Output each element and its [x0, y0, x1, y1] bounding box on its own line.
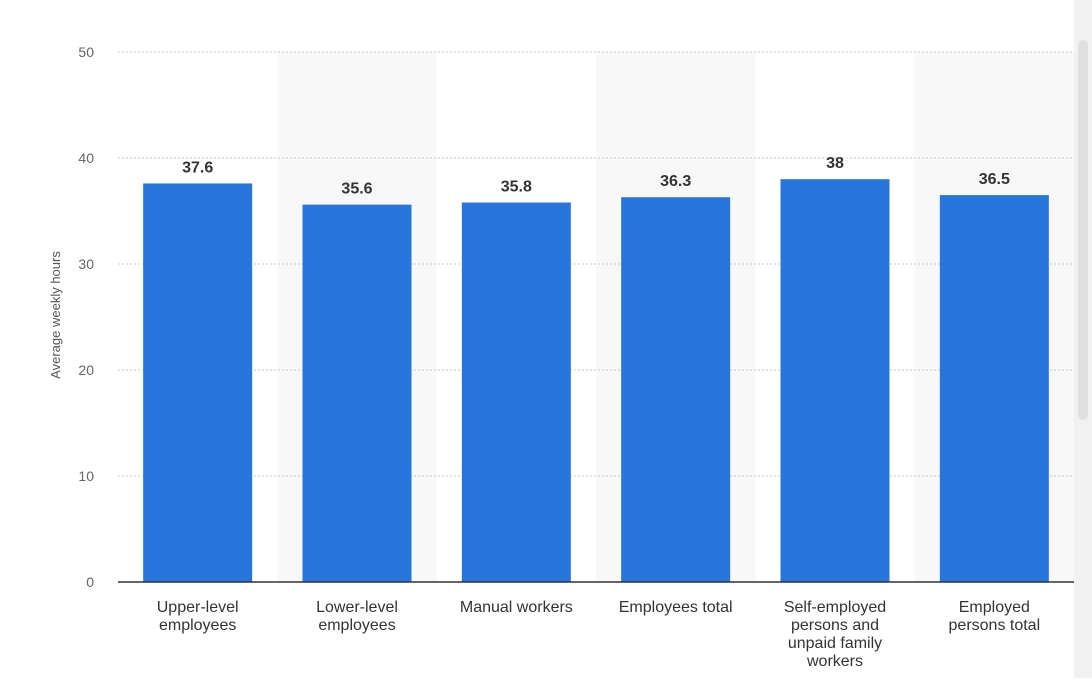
bar-chart: 0 10 20 30 40 50 Average weekly hours 37.6 35.… — [48, 44, 1074, 670]
bar — [461, 202, 571, 582]
x-tick-label-line: Upper-level — [157, 599, 239, 616]
y-tick-label: 0 — [86, 574, 94, 590]
data-label: 38 — [826, 155, 844, 172]
y-tick-label: 10 — [78, 468, 94, 484]
x-tick-label: Employed persons total — [949, 599, 1041, 634]
x-tick-label-line: employees — [159, 617, 236, 634]
x-tick-label-line: workers — [806, 653, 863, 670]
data-label: 37.6 — [182, 159, 213, 176]
y-tick-label: 30 — [78, 256, 94, 272]
y-tick-label: 40 — [78, 150, 94, 166]
x-tick-label-line: persons total — [949, 617, 1041, 634]
y-axis-ticks: 0 10 20 30 40 50 — [78, 44, 94, 590]
bar — [621, 197, 731, 582]
x-tick-label: Self-employed persons and unpaid family wor… — [784, 599, 886, 670]
scrollbar-thumb[interactable] — [1078, 40, 1088, 420]
bar — [143, 183, 253, 582]
bar — [780, 179, 890, 582]
x-tick-label-line: Employed — [959, 599, 1030, 616]
data-label: 36.5 — [979, 171, 1010, 188]
x-tick-label-line: Manual workers — [460, 599, 573, 616]
data-label: 36.3 — [660, 173, 691, 190]
bar — [939, 195, 1049, 582]
x-tick-label: Manual workers — [460, 599, 573, 616]
data-label: 35.6 — [341, 181, 372, 198]
x-tick-label-line: Self-employed — [784, 599, 886, 616]
data-labels: 37.6 35.6 35.8 36.3 38 36.5 — [182, 155, 1010, 197]
x-tick-label-line: Employees total — [619, 599, 733, 616]
y-tick-label: 50 — [78, 44, 94, 60]
x-tick-label-line: Lower-level — [316, 599, 398, 616]
x-tick-label-line: persons and — [791, 617, 879, 634]
y-tick-label: 20 — [78, 362, 94, 378]
x-tick-label: Upper-level employees — [157, 599, 239, 634]
bar — [302, 204, 412, 582]
gridlines — [118, 51, 1074, 477]
data-label: 35.8 — [501, 179, 532, 196]
x-tick-label: Employees total — [619, 599, 733, 616]
bars — [143, 179, 1049, 582]
x-tick-label-line: employees — [318, 617, 395, 634]
x-tick-label-line: unpaid family — [788, 635, 882, 652]
y-axis-title: Average weekly hours — [48, 251, 63, 379]
x-tick-label: Lower-level employees — [316, 599, 398, 634]
